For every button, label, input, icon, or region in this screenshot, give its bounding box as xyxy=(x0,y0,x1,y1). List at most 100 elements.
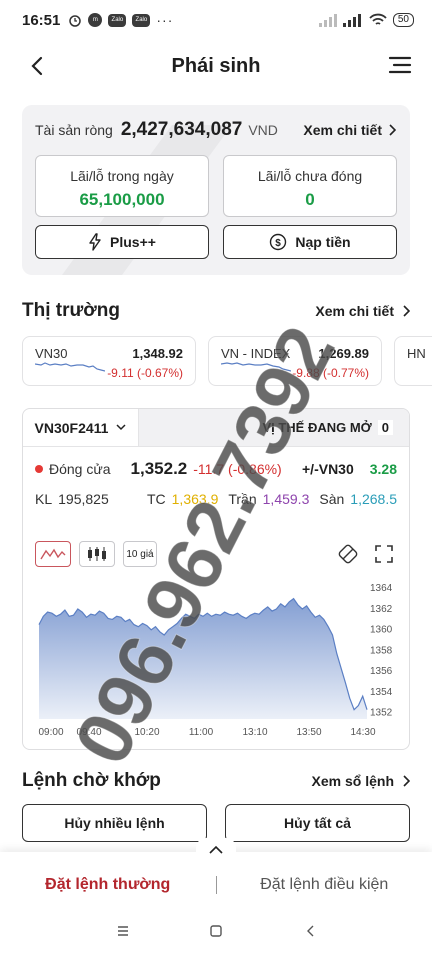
interval-selector[interactable]: 10 giá xyxy=(123,541,157,567)
pending-orders-header: Lệnh chờ khớp Xem sổ lệnh xyxy=(22,770,410,792)
ticker-vnindex[interactable]: VN - INDEX 1,269.89 -9.88 (-0.77%) xyxy=(208,336,382,386)
market-section-header: Thị trường Xem chi tiết xyxy=(22,300,410,322)
zalo-icon-2: Zalo xyxy=(132,13,151,27)
ticker-hnx[interactable]: HN xyxy=(394,336,432,386)
status-bar: 16:51 m Zalo Zalo ··· 50 xyxy=(0,0,432,40)
pl-open-box: Lãi/lỗ chưa đóng 0 xyxy=(223,155,397,217)
net-asset-label: Tài sản ròng xyxy=(35,122,113,138)
x-tick-label: 09:40 xyxy=(76,727,101,738)
line-chart-toggle[interactable] xyxy=(35,541,71,567)
ticker-price: 1,348.92 xyxy=(132,346,183,361)
page-title: Phái sinh xyxy=(171,54,261,77)
nav-back-icon[interactable] xyxy=(304,924,318,938)
basis-label: +/-VN30 xyxy=(302,461,354,477)
app-header: Phái sinh xyxy=(0,44,432,88)
lightning-icon xyxy=(89,233,101,251)
x-tick-label: 14:30 xyxy=(350,727,375,738)
zalo-icon: Zalo xyxy=(108,13,127,27)
asset-detail-link[interactable]: Xem chi tiết xyxy=(303,122,396,138)
y-tick-label: 1362 xyxy=(370,604,393,615)
system-nav-bar xyxy=(0,924,432,948)
open-positions[interactable]: VỊ THẾ ĐANG MỞ 0 xyxy=(139,409,409,446)
pending-orders-title: Lệnh chờ khớp xyxy=(22,770,161,791)
ticker-price: 1,269.89 xyxy=(318,346,369,361)
svg-text:$: $ xyxy=(276,238,282,249)
messenger-icon: m xyxy=(88,13,103,27)
price-chart[interactable]: 1364 1362 1360 1358 1356 1354 1352 09:00 09:40 10… xyxy=(23,575,410,745)
currency-unit: VND xyxy=(248,122,278,138)
market-title: Thị trường xyxy=(22,300,120,321)
plus-button[interactable]: Plus++ xyxy=(35,225,209,259)
open-positions-label: VỊ THẾ ĐANG MỞ xyxy=(262,420,372,435)
ref-label: TC xyxy=(146,491,166,507)
pl-today-label: Lãi/lỗ trong ngày xyxy=(70,168,174,184)
chevron-up-icon xyxy=(209,845,223,854)
pl-today-box: Lãi/lỗ trong ngày 65,100,000 xyxy=(35,155,209,217)
y-tick-label: 1358 xyxy=(370,646,393,657)
eraser-icon[interactable] xyxy=(335,541,361,567)
tab-conditional-order[interactable]: Đặt lệnh điều kiện xyxy=(260,876,389,893)
ref-value: 1,363.9 xyxy=(171,491,219,507)
fullscreen-icon[interactable] xyxy=(371,541,397,567)
pl-today-value: 65,100,000 xyxy=(79,190,165,209)
tab-divider xyxy=(215,876,217,894)
net-asset-value: 2,427,634,087 xyxy=(120,119,243,140)
cancel-all-button[interactable]: Hủy tất cả xyxy=(225,804,410,842)
deposit-button[interactable]: $ Nạp tiền xyxy=(223,225,397,259)
cancel-many-button[interactable]: Hủy nhiều lệnh xyxy=(22,804,207,842)
candlestick-toggle[interactable] xyxy=(79,541,115,567)
basis-value: 3.28 xyxy=(369,461,397,477)
chevron-right-icon xyxy=(389,124,396,136)
home-icon[interactable] xyxy=(209,924,223,938)
net-asset-card: Tài sản ròng 2,427,634,087 VND Xem chi t… xyxy=(22,105,410,275)
chevron-down-icon xyxy=(116,424,126,431)
contract-selector[interactable]: VN30F2411 xyxy=(23,409,139,446)
ticker-vn30[interactable]: VN30 1,348.92 -9.11 (-0.67%) xyxy=(22,336,196,386)
market-status-dot xyxy=(35,465,43,473)
ticker-sparkline xyxy=(221,362,291,372)
x-tick-label: 13:10 xyxy=(242,727,267,738)
more-notifications-icon: ··· xyxy=(156,12,174,28)
order-type-tabs: Đặt lệnh thường Đặt lệnh điều kiện xyxy=(0,872,432,898)
market-ticker-list: VN30 1,348.92 -9.11 (-0.67%) VN - INDEX … xyxy=(22,336,432,388)
plus-button-label: Plus++ xyxy=(110,234,156,250)
ticker-name: HN xyxy=(407,346,426,361)
order-book-label: Xem sổ lệnh xyxy=(311,773,394,789)
price-area xyxy=(39,598,367,719)
close-label: Đóng cửa xyxy=(49,461,111,477)
hamburger-menu-icon[interactable] xyxy=(388,54,412,76)
dollar-coin-icon: $ xyxy=(270,233,287,251)
pl-open-label: Lãi/lỗ chưa đóng xyxy=(257,168,363,184)
open-positions-count: 0 xyxy=(377,420,393,435)
wifi-icon xyxy=(369,13,387,25)
asset-detail-label: Xem chi tiết xyxy=(303,122,382,138)
chevron-right-icon xyxy=(403,305,410,317)
chart-toolbar: 10 giá xyxy=(35,541,397,567)
alarm-icon xyxy=(69,15,82,27)
x-tick-label: 10:20 xyxy=(134,727,159,738)
derivative-card: VN30F2411 VỊ THẾ ĐANG MỞ 0 Đóng cửa 1,35… xyxy=(22,408,410,750)
ticker-name: VN - INDEX xyxy=(221,346,291,361)
tab-normal-order[interactable]: Đặt lệnh thường xyxy=(45,876,171,893)
order-entry-panel: Đặt lệnh thường Đặt lệnh điều kiện xyxy=(0,838,432,960)
x-tick-label: 13:50 xyxy=(296,727,321,738)
pl-open-value: 0 xyxy=(305,190,315,209)
line-chart-icon xyxy=(40,548,66,560)
ticker-change: -9.11 (-0.67%) xyxy=(107,366,183,380)
back-arrow-icon[interactable] xyxy=(24,52,52,80)
battery-icon: 50 xyxy=(392,13,414,27)
close-change: -11.7 (-0.86%) xyxy=(193,461,282,477)
order-book-link[interactable]: Xem sổ lệnh xyxy=(312,773,410,789)
y-tick-label: 1352 xyxy=(370,708,393,719)
market-detail-link[interactable]: Xem chi tiết xyxy=(315,303,410,319)
y-tick-label: 1360 xyxy=(370,625,393,636)
floor-label: Sàn xyxy=(319,491,345,507)
ticker-name: VN30 xyxy=(35,346,68,361)
signal-icon xyxy=(318,14,361,27)
expand-panel-handle[interactable] xyxy=(196,838,236,860)
close-price: 1,352.2 xyxy=(130,459,188,478)
deposit-button-label: Nạp tiền xyxy=(295,234,351,250)
y-tick-label: 1364 xyxy=(370,583,393,594)
recent-apps-icon[interactable] xyxy=(116,924,130,938)
candlestick-icon xyxy=(88,547,106,561)
